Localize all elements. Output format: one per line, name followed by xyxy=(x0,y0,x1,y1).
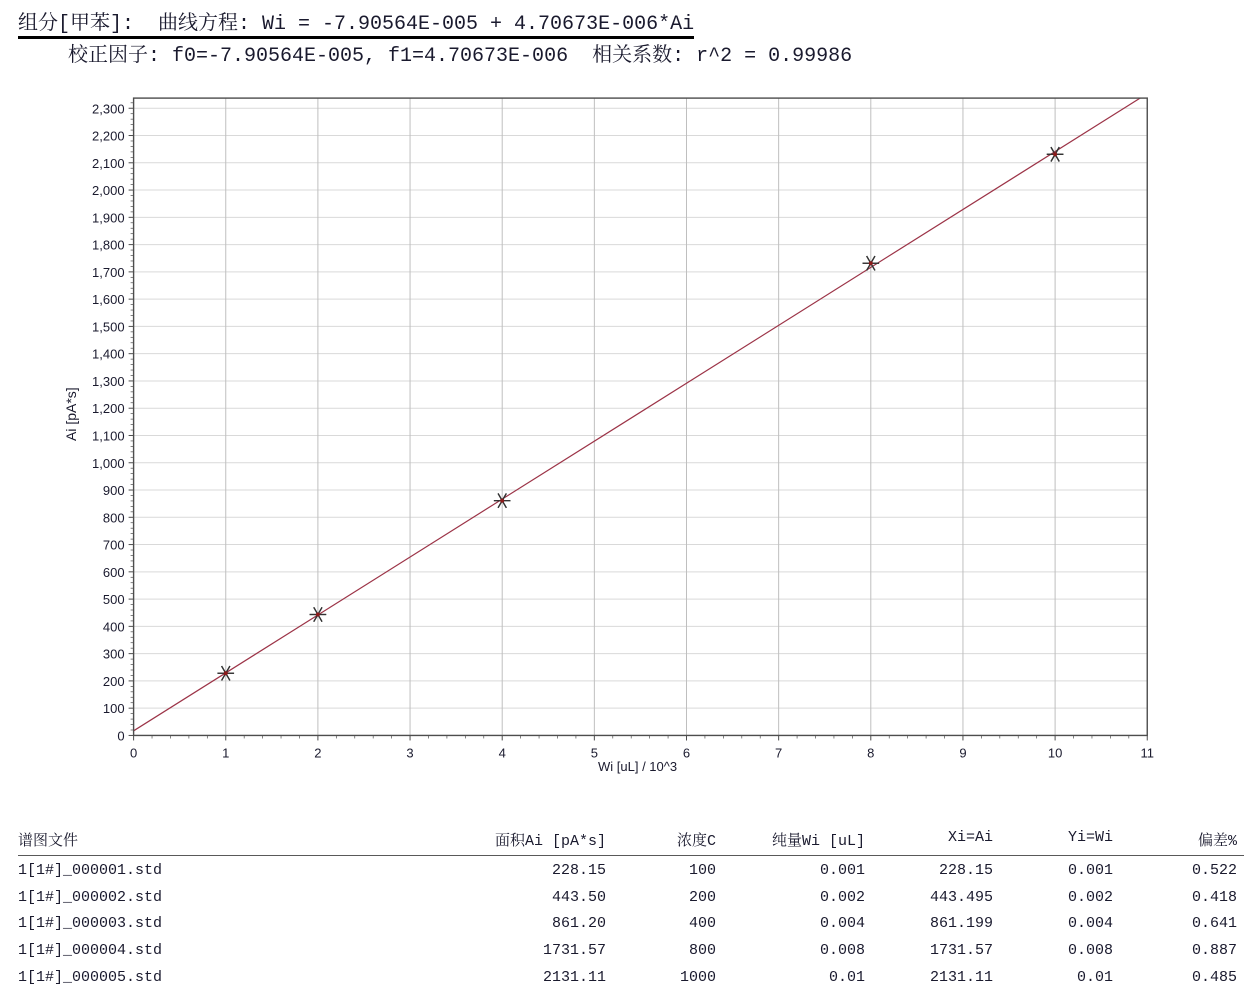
svg-text:1,000: 1,000 xyxy=(92,456,125,471)
svg-text:5: 5 xyxy=(591,745,598,760)
svg-text:1,600: 1,600 xyxy=(92,292,125,307)
svg-text:500: 500 xyxy=(103,592,125,607)
svg-text:1,200: 1,200 xyxy=(92,401,125,416)
svg-text:2,100: 2,100 xyxy=(92,156,125,171)
svg-text:10: 10 xyxy=(1048,745,1062,760)
svg-text:1,100: 1,100 xyxy=(92,428,125,443)
svg-text:800: 800 xyxy=(103,510,125,525)
svg-text:2: 2 xyxy=(314,745,321,760)
svg-text:1,800: 1,800 xyxy=(92,238,125,253)
svg-text:2,000: 2,000 xyxy=(92,183,125,198)
svg-text:700: 700 xyxy=(103,538,125,553)
svg-text:1,500: 1,500 xyxy=(92,319,125,334)
svg-text:1,900: 1,900 xyxy=(92,210,125,225)
svg-text:1,400: 1,400 xyxy=(92,347,125,362)
svg-text:6: 6 xyxy=(683,745,690,760)
svg-text:900: 900 xyxy=(103,483,125,498)
svg-text:2,200: 2,200 xyxy=(92,129,125,144)
svg-text:1,700: 1,700 xyxy=(92,265,125,280)
svg-text:0: 0 xyxy=(130,745,137,760)
svg-text:11: 11 xyxy=(1141,745,1155,760)
svg-text:0: 0 xyxy=(117,728,124,743)
svg-text:8: 8 xyxy=(867,745,874,760)
svg-text:4: 4 xyxy=(499,745,506,760)
svg-text:9: 9 xyxy=(959,745,966,760)
svg-text:300: 300 xyxy=(103,647,125,662)
svg-text:100: 100 xyxy=(103,701,125,716)
svg-text:400: 400 xyxy=(103,619,125,634)
svg-text:2,300: 2,300 xyxy=(92,101,125,116)
svg-text:600: 600 xyxy=(103,565,125,580)
svg-text:3: 3 xyxy=(406,745,413,760)
svg-text:1,300: 1,300 xyxy=(92,374,125,389)
svg-text:200: 200 xyxy=(103,674,125,689)
svg-text:7: 7 xyxy=(775,745,782,760)
svg-text:1: 1 xyxy=(222,745,229,760)
